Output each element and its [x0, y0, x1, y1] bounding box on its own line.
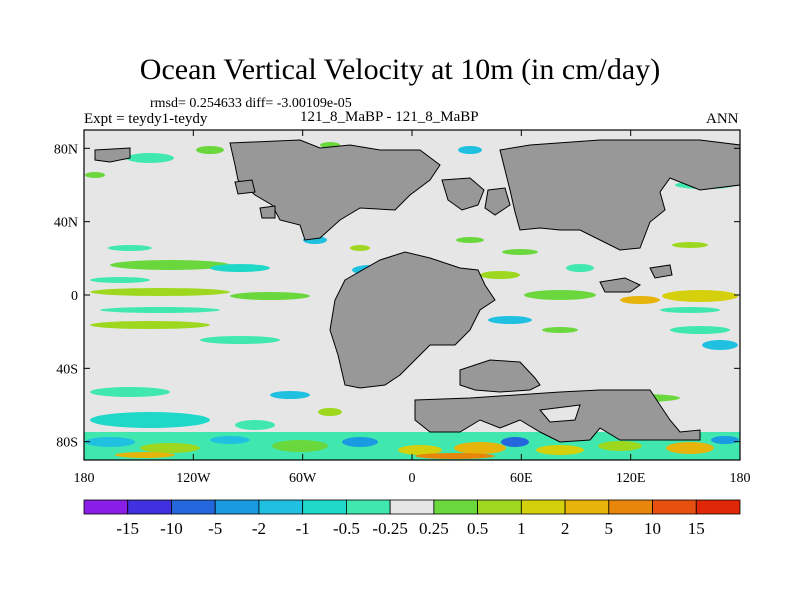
colorbar: -15 -10 -5 -2 -1 -0.5 -0.25 0.25 0.5 1 2 5 10 15 [83, 499, 741, 538]
colorbar-swatch [127, 499, 172, 515]
land-indonesia-b [649, 264, 673, 279]
longitude-axis: 180 120W 60W 0 60E 120E 180 [74, 130, 751, 486]
season-label: ANN [706, 111, 739, 127]
land-island-b [259, 205, 276, 219]
colorbar-label: -15 [116, 519, 139, 538]
colorbar-label: 10 [644, 519, 661, 538]
colorbar-label: 15 [688, 519, 705, 538]
colorbar-label: 5 [605, 519, 614, 538]
lon-label: 60E [510, 471, 533, 486]
colorbar-label: -2 [252, 519, 266, 538]
lat-label: 0 [71, 289, 78, 304]
antarctica-inlet [539, 404, 581, 423]
case-label: 121_8_MaBP - 121_8_MaBP [300, 109, 479, 125]
lon-label: 60W [289, 471, 317, 486]
colorbar-swatch [695, 499, 741, 515]
land-island-a [234, 179, 256, 195]
plot-title: Ocean Vertical Velocity at 10m (in cm/da… [139, 53, 661, 86]
colorbar-label: 0.25 [419, 519, 449, 538]
colorbar-swatch [83, 499, 129, 515]
land-australia [459, 359, 541, 393]
colorbar-label: -0.5 [333, 519, 360, 538]
lon-label: 120W [176, 471, 211, 486]
colorbar-label: -10 [160, 519, 183, 538]
colorbar-swatch [477, 499, 522, 515]
land-europe [441, 177, 485, 211]
land-arctic-island [94, 147, 131, 163]
colorbar-swatch [608, 499, 653, 515]
land-scandinavia [484, 187, 511, 216]
lat-label: 80N [54, 142, 78, 157]
colorbar-label: -1 [296, 519, 310, 538]
land-eurasia [499, 139, 741, 251]
experiment-label: Expt = teydy1-teydy [84, 111, 208, 127]
lat-label: 40S [56, 362, 78, 377]
colorbar-label: 2 [561, 519, 570, 538]
colorbar-swatch [652, 499, 697, 515]
lat-label: 80S [56, 436, 78, 451]
land-indonesia-a [599, 277, 641, 293]
colorbar-swatch [433, 499, 479, 515]
latitude-axis: 80N 40N 0 40S 80S [54, 142, 740, 451]
colorbar-label: 1 [517, 519, 526, 538]
colorbar-swatch [302, 499, 347, 515]
colorbar-swatch [258, 499, 304, 515]
lon-label: 180 [730, 471, 751, 486]
lon-label: 0 [409, 471, 416, 486]
colorbar-swatch [520, 499, 566, 515]
colorbar-label: 0.5 [467, 519, 488, 538]
colorbar-swatch [345, 499, 391, 515]
colorbar-swatch [171, 499, 216, 515]
lon-label: 120E [616, 471, 646, 486]
colorbar-label: -0.25 [372, 519, 407, 538]
colorbar-label: -5 [208, 519, 222, 538]
colorbar-swatch [214, 499, 260, 515]
colorbar-swatch [389, 499, 435, 515]
land-africa [329, 251, 496, 389]
lon-label: 180 [74, 471, 95, 486]
lat-label: 40N [54, 216, 78, 231]
land-north-america [229, 139, 441, 241]
colorbar-swatch [564, 499, 610, 515]
rmsd-diff-label: rmsd= 0.254633 diff= -3.00109e-05 [150, 96, 352, 111]
land-masses [94, 139, 741, 443]
